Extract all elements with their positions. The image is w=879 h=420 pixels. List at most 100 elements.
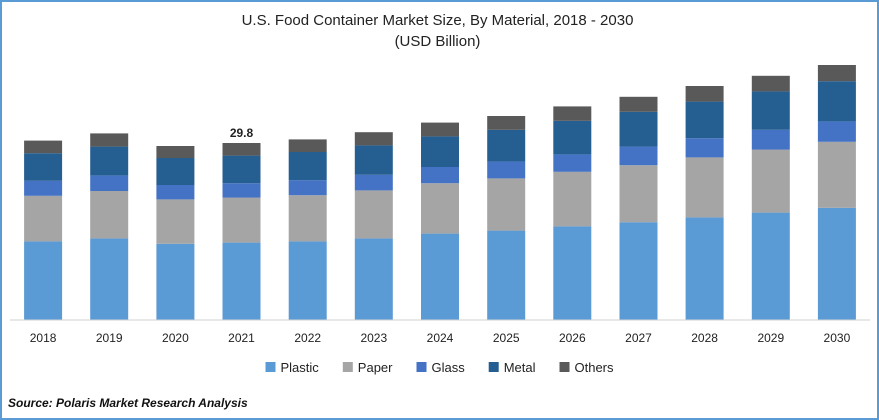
bar-metal-2028 (685, 101, 724, 139)
x-tick-labels: 2018 2019 2020 2021 2022 2023 2024 2025 2026 2027… (30, 331, 851, 345)
bar-others-2019 (90, 133, 129, 147)
chart-title: U.S. Food Container Market Size, By Mate… (241, 12, 634, 29)
bar-paper-2020 (156, 199, 195, 244)
bar-others-2030 (817, 65, 856, 82)
bar-metal-2020 (156, 158, 195, 185)
legend-item-metal: Metal (488, 360, 536, 375)
bar-plastic-2019 (90, 238, 129, 320)
bar-metal-2018 (24, 153, 63, 181)
bar-others-2028 (685, 86, 724, 102)
bar-paper-2028 (685, 157, 724, 218)
bar-metal-2025 (487, 129, 526, 162)
bar-others-2027 (619, 96, 658, 112)
source-note: Source: Polaris Market Research Analysis (8, 396, 248, 410)
bar-others-2020 (156, 146, 195, 158)
bar-metal-2027 (619, 111, 658, 147)
bar-metal-2022 (288, 152, 327, 181)
bar-metal-2026 (553, 120, 592, 155)
bar-paper-2025 (487, 178, 526, 231)
bar-others-2018 (24, 140, 63, 154)
bar-others-2025 (487, 116, 526, 130)
bar-plastic-2029 (751, 212, 790, 320)
bar-plastic-2018 (24, 241, 63, 320)
bar-glass-2023 (354, 174, 393, 191)
bar-plastic-2027 (619, 222, 658, 320)
x-tick-2026: 2026 (559, 331, 586, 345)
bar-paper-2022 (288, 195, 327, 242)
chart-subtitle: (USD Billion) (394, 33, 481, 50)
bar-glass-2025 (487, 161, 526, 179)
bar-glass-2027 (619, 146, 658, 166)
legend-item-plastic: Plastic (265, 360, 320, 375)
bar-glass-2018 (24, 180, 63, 196)
bar-glass-2020 (156, 185, 195, 200)
bars-group (24, 65, 856, 320)
x-tick-2023: 2023 (360, 331, 387, 345)
data-label-2021: 29.8 (230, 126, 254, 140)
bar-glass-2028 (685, 138, 724, 158)
legend-label-plastic: Plastic (281, 360, 320, 375)
legend-swatch-glass (416, 362, 427, 372)
bar-plastic-2021 (222, 242, 261, 320)
bar-plastic-2026 (553, 226, 592, 320)
bar-paper-2030 (817, 141, 856, 208)
bar-paper-2029 (751, 149, 790, 213)
bar-glass-2021 (222, 183, 261, 198)
bar-glass-2029 (751, 129, 790, 150)
bar-plastic-2030 (817, 207, 856, 320)
bar-glass-2026 (553, 154, 592, 172)
x-tick-2028: 2028 (691, 331, 718, 345)
x-tick-2024: 2024 (427, 331, 454, 345)
bar-glass-2019 (90, 175, 129, 191)
x-tick-2025: 2025 (493, 331, 520, 345)
x-tick-2022: 2022 (294, 331, 321, 345)
legend-label-metal: Metal (504, 360, 536, 375)
bar-metal-2019 (90, 146, 129, 176)
bar-glass-2024 (421, 167, 459, 184)
bar-paper-2024 (421, 183, 459, 234)
bar-others-2024 (421, 122, 459, 137)
bar-plastic-2022 (288, 241, 327, 320)
legend-label-glass: Glass (432, 360, 466, 375)
x-tick-2020: 2020 (162, 331, 189, 345)
bar-paper-2026 (553, 171, 592, 227)
bar-plastic-2025 (487, 230, 526, 320)
legend-item-paper: Paper (342, 360, 393, 375)
legend-label-others: Others (575, 360, 615, 375)
bar-plastic-2023 (354, 238, 393, 320)
bar-paper-2023 (354, 190, 393, 239)
bar-metal-2029 (751, 91, 790, 130)
bar-plastic-2020 (156, 243, 195, 320)
bar-metal-2021 (222, 155, 261, 184)
bar-metal-2030 (817, 81, 856, 122)
bar-others-2023 (354, 132, 393, 146)
bar-others-2021 (222, 143, 261, 156)
bar-others-2022 (288, 139, 327, 152)
bar-plastic-2028 (685, 217, 724, 320)
legend-swatch-metal (488, 362, 499, 372)
x-tick-2027: 2027 (625, 331, 652, 345)
legend: Plastic Paper Glass Metal Others (265, 360, 615, 375)
bar-paper-2027 (619, 165, 658, 223)
x-tick-2029: 2029 (757, 331, 784, 345)
legend-swatch-plastic (265, 362, 276, 372)
bar-paper-2018 (24, 195, 63, 242)
x-tick-2019: 2019 (96, 331, 123, 345)
legend-item-glass: Glass (416, 360, 466, 375)
chart-title-block: U.S. Food Container Market Size, By Mate… (0, 10, 875, 52)
legend-swatch-others (559, 362, 570, 372)
legend-label-paper: Paper (358, 360, 393, 375)
data-labels: 29.8 (230, 126, 254, 140)
bar-paper-2019 (90, 191, 129, 239)
bar-glass-2022 (288, 180, 327, 196)
legend-swatch-paper (342, 362, 353, 372)
x-tick-2021: 2021 (228, 331, 255, 345)
bar-metal-2024 (421, 136, 459, 167)
legend-item-others: Others (559, 360, 615, 375)
bar-glass-2030 (817, 121, 856, 142)
bar-paper-2021 (222, 197, 261, 243)
bar-plastic-2024 (421, 233, 459, 320)
bar-others-2026 (553, 106, 592, 121)
x-tick-2030: 2030 (824, 331, 851, 345)
